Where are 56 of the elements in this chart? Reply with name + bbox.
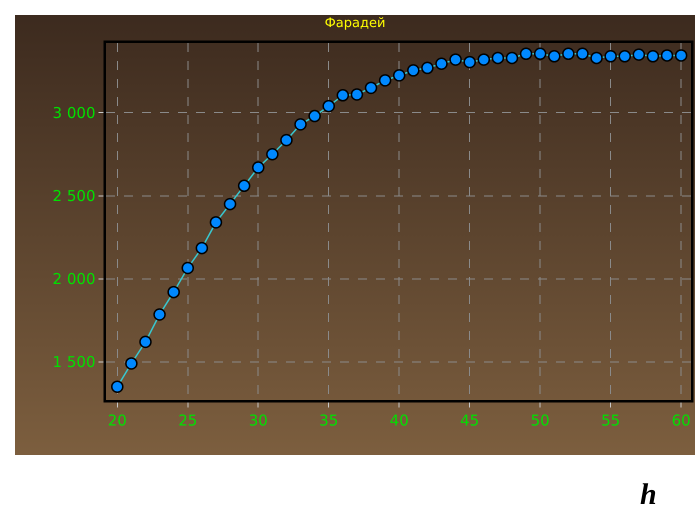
point xyxy=(618,50,631,63)
point xyxy=(350,88,364,101)
point xyxy=(111,380,124,393)
point xyxy=(167,286,180,298)
x-tick-label: 55 xyxy=(601,412,620,430)
x-tick-label: 35 xyxy=(319,412,338,430)
point xyxy=(210,216,222,229)
point xyxy=(576,48,589,60)
y-tick-label: 3 000 xyxy=(52,104,96,122)
point xyxy=(280,134,293,146)
point xyxy=(322,100,335,112)
point xyxy=(646,50,660,63)
point xyxy=(548,50,561,63)
point xyxy=(125,357,138,370)
point xyxy=(139,336,152,348)
point xyxy=(421,62,434,74)
x-tick-label: 25 xyxy=(178,412,198,430)
point xyxy=(336,89,350,102)
chart-title: Фарадей xyxy=(324,16,386,32)
point xyxy=(632,48,646,61)
x-tick-label: 20 xyxy=(108,412,127,430)
point xyxy=(674,49,688,62)
point xyxy=(252,161,264,174)
point xyxy=(449,53,462,66)
point xyxy=(520,48,532,60)
point xyxy=(604,50,617,63)
point xyxy=(478,53,490,66)
point xyxy=(534,48,546,60)
y-tick-label: 2 500 xyxy=(52,187,96,206)
x-tick-label: 30 xyxy=(248,412,268,430)
point xyxy=(590,52,603,64)
point xyxy=(492,52,504,64)
x-tick-label: 60 xyxy=(672,412,691,430)
point xyxy=(266,148,279,160)
point xyxy=(153,308,166,321)
point xyxy=(294,118,307,131)
point xyxy=(224,198,236,210)
point xyxy=(407,64,420,77)
point xyxy=(378,74,392,87)
point xyxy=(392,69,406,82)
x-tick-label: 50 xyxy=(530,412,550,430)
point xyxy=(308,110,321,122)
point xyxy=(196,242,208,254)
point xyxy=(506,52,518,64)
y-tick-label: 1 500 xyxy=(52,353,96,372)
x-tick-label: 40 xyxy=(390,412,409,430)
x-tick-label: 45 xyxy=(460,412,480,430)
point xyxy=(364,82,378,94)
point xyxy=(562,48,575,60)
text: h xyxy=(640,478,657,512)
point xyxy=(463,56,476,68)
point xyxy=(435,58,448,70)
y-tick-label: 2 000 xyxy=(52,270,96,288)
point xyxy=(182,262,194,274)
point xyxy=(660,49,674,62)
point xyxy=(238,180,250,192)
